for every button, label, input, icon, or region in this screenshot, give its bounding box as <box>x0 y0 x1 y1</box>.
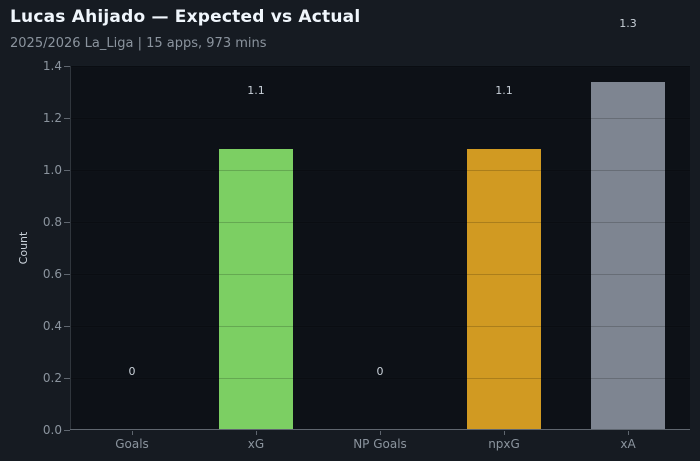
bar-xa <box>591 82 665 430</box>
bar-value-label-xg: 1.1 <box>247 84 265 97</box>
y-tick-label: 0.2 <box>42 371 62 385</box>
y-tick-label: 0.4 <box>42 319 62 333</box>
x-tick-label-xg: xG <box>247 437 265 451</box>
x-tick <box>628 431 629 435</box>
y-tick <box>64 170 70 171</box>
gridline <box>70 378 690 379</box>
x-tick-label-npxg: npxG <box>488 437 520 451</box>
y-tick <box>64 118 70 119</box>
chart-subtitle: 2025/2026 La_Liga | 15 apps, 973 mins <box>10 36 267 51</box>
y-tick-label: 0.0 <box>42 423 62 437</box>
y-tick <box>64 66 70 67</box>
x-tick <box>256 431 257 435</box>
gridline <box>70 326 690 327</box>
gridline <box>70 222 690 223</box>
gridline <box>70 66 690 67</box>
y-tick-label: 0.6 <box>42 267 62 281</box>
y-tick <box>64 222 70 223</box>
y-tick-label: 1.2 <box>42 111 62 125</box>
x-tick-label-goals: Goals <box>115 437 149 451</box>
x-tick-label-np-goals: NP Goals <box>353 437 407 451</box>
gridline <box>70 118 690 119</box>
bar-xg <box>219 149 293 430</box>
y-tick-label: 1.0 <box>42 163 62 177</box>
x-axis-spine <box>70 429 690 430</box>
x-tick-label-xa: xA <box>620 437 636 451</box>
x-tick <box>132 431 133 435</box>
y-tick <box>64 430 70 431</box>
bar-value-label-xa: 1.3 <box>619 17 637 30</box>
bar-value-label-goals: 0 <box>128 365 136 378</box>
y-tick <box>64 378 70 379</box>
y-tick <box>64 274 70 275</box>
gridline <box>70 274 690 275</box>
gridline <box>70 170 690 171</box>
x-tick <box>504 431 505 435</box>
y-axis-spine <box>70 66 71 430</box>
plot-area <box>70 66 690 430</box>
bar-value-label-npxg: 1.1 <box>495 84 513 97</box>
y-tick-label: 0.8 <box>42 215 62 229</box>
bar-value-label-np-goals: 0 <box>376 365 384 378</box>
chart-title: Lucas Ahijado — Expected vs Actual <box>10 7 361 27</box>
x-tick <box>380 431 381 435</box>
y-tick-label: 1.4 <box>42 59 62 73</box>
bar-npxg <box>467 149 541 430</box>
y-tick <box>64 326 70 327</box>
